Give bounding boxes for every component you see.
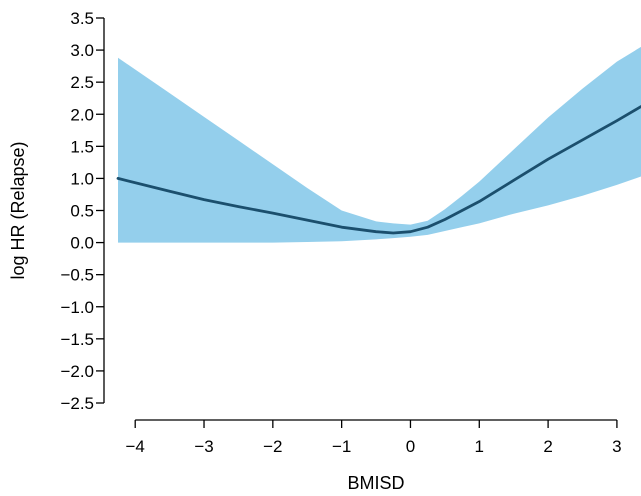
y-tick-label: −2.0 — [60, 362, 94, 381]
y-tick-label: −0.5 — [60, 266, 94, 285]
x-tick-label: −4 — [126, 437, 145, 456]
y-tick-label: 3.0 — [70, 41, 94, 60]
estimate-line — [116, 105, 641, 235]
confidence-band-layer — [118, 46, 641, 243]
estimate-line-layer — [116, 105, 641, 235]
x-tick-label: −2 — [263, 437, 282, 456]
y-tick-label: −2.5 — [60, 394, 94, 413]
y-axis-title: log HR (Relapse) — [8, 141, 28, 279]
y-tick-label: 3.5 — [70, 9, 94, 28]
y-axis: −2.5 −2.0 −1.5 −1.0 −0.5 0.0 0.5 1.0 1.5 2.0 2.5 3.… — [60, 9, 105, 413]
x-tick-label: 0 — [406, 437, 415, 456]
x-tick-label: −1 — [332, 437, 351, 456]
x-tick-label: 1 — [475, 437, 484, 456]
x-tick-label: −3 — [194, 437, 213, 456]
x-axis-title: BMISD — [348, 473, 405, 493]
y-tick-label: 1.0 — [70, 169, 94, 188]
y-tick-label: 2.5 — [70, 73, 94, 92]
y-tick-label: 1.5 — [70, 137, 94, 156]
x-tick-label: 3 — [612, 437, 621, 456]
y-tick-label: −1.0 — [60, 298, 94, 317]
y-tick-label: 0.0 — [70, 234, 94, 253]
x-tick-label: 2 — [543, 437, 552, 456]
y-tick-label: −1.5 — [60, 330, 94, 349]
y-tick-label: 0.5 — [70, 202, 94, 221]
x-axis: −4 −3 −2 −1 0 1 2 3 — [126, 419, 622, 456]
confidence-band — [118, 46, 641, 243]
y-tick-label: 2.0 — [70, 105, 94, 124]
